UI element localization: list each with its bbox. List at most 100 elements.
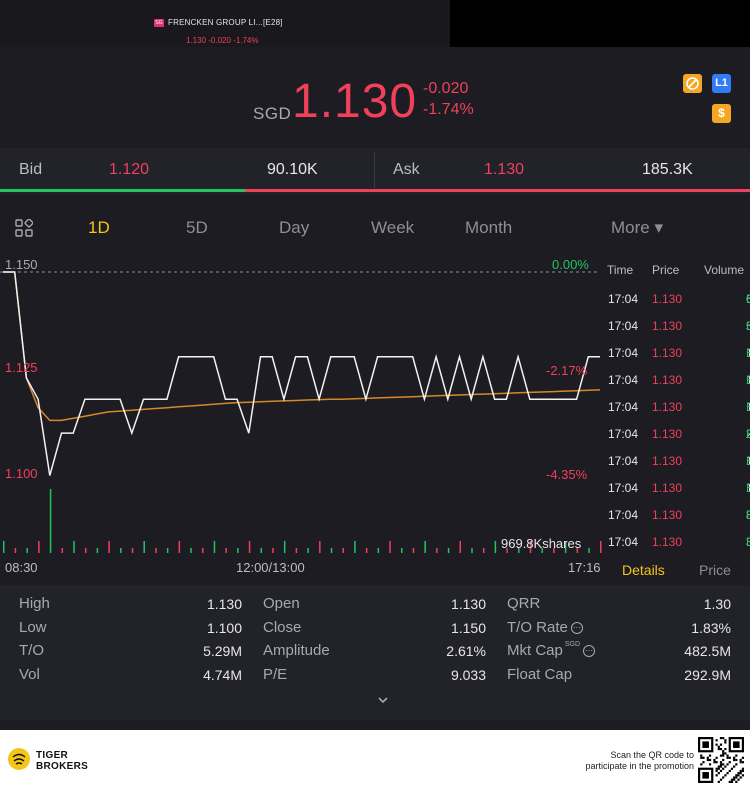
pct-tick-mid: -2.17%	[546, 363, 588, 378]
price-line	[3, 271, 600, 476]
volume-bar	[295, 548, 298, 553]
promo-footer	[0, 730, 750, 790]
tab-month[interactable]: Month	[465, 218, 513, 237]
qr-code-icon[interactable]	[698, 737, 744, 783]
volume-bar	[482, 548, 485, 553]
volume-bar	[260, 548, 263, 553]
tab-day[interactable]: Day	[279, 218, 310, 237]
volume-bar	[237, 548, 239, 553]
tab-more[interactable]: More ▾	[611, 218, 663, 237]
volume-bar	[178, 541, 181, 553]
tick-time: 17:04	[608, 400, 639, 414]
tick-time: 17:04	[608, 454, 639, 468]
tab-week[interactable]: Week	[371, 218, 415, 237]
tab-5d[interactable]: 5D	[186, 218, 208, 237]
detail-label: P/E	[263, 665, 288, 683]
y-tick-mid: 1.125	[5, 360, 38, 375]
mini-price-line: 1.130 -0.020 -1.74%	[186, 36, 259, 45]
y-tick-bot: 1.100	[5, 466, 38, 481]
detail-value: 292.9M	[684, 666, 731, 683]
detail-label: Amplitude	[263, 642, 330, 659]
volume-bar	[576, 548, 579, 553]
volume-bar	[588, 548, 590, 553]
volume-bar	[307, 548, 309, 553]
tick-time: 17:04	[608, 535, 639, 549]
tick-time: 17:04	[608, 481, 639, 495]
tick-row: 17:041.13010.00KB	[608, 346, 750, 360]
detail-value: 4.74M	[203, 666, 242, 683]
mini-stock-name[interactable]: FRENCKEN GROUP LI...[E28]	[168, 18, 283, 27]
detail-value: 1.100	[206, 619, 242, 636]
detail-label: High	[19, 595, 50, 612]
detail-label: Close	[263, 618, 302, 636]
volume-bar	[365, 548, 368, 553]
bid-volume: 90.10K	[267, 161, 318, 178]
volume-bar	[14, 548, 17, 553]
volume-bar	[553, 548, 555, 553]
tick-row: 17:041.1301000B	[608, 454, 750, 468]
status-bar-black	[450, 0, 750, 47]
detail-value: 1.130	[450, 596, 486, 612]
tick-time: 17:04	[608, 319, 639, 333]
volume-bar	[564, 541, 567, 553]
volume-bar	[166, 548, 169, 553]
tick-price: 1.130	[652, 427, 683, 441]
ask-label: Ask	[393, 161, 420, 178]
tick-time: 17:04	[608, 346, 639, 360]
volume-bar	[436, 548, 438, 553]
bid-price: 1.120	[109, 161, 150, 178]
tick-row: 17:041.130300B	[608, 535, 750, 549]
detail-value: 1.83%	[691, 619, 731, 636]
tick-price: 1.130	[652, 508, 683, 522]
tick-price: 1.130	[652, 481, 683, 495]
volume-bar	[131, 548, 134, 553]
tick-time: 17:04	[608, 292, 639, 306]
volume-bar	[248, 541, 251, 553]
dollar-icon[interactable]: $	[712, 104, 731, 123]
chevron-down-icon[interactable]	[377, 694, 389, 706]
volume-bar	[49, 489, 52, 553]
bid-ask-divider	[374, 152, 375, 188]
detail-value: 2.61%	[446, 643, 486, 659]
volume-bar	[518, 548, 520, 553]
volume-bar	[38, 541, 40, 553]
volume-bar	[600, 541, 602, 553]
x-tick-mid: 12:00/13:00	[236, 560, 305, 575]
detail-label: T/O	[19, 642, 44, 659]
x-tick-start: 08:30	[5, 560, 38, 575]
volume-bar	[319, 541, 321, 553]
detail-label: Low	[19, 618, 47, 636]
layout-grid-icon[interactable]	[15, 218, 34, 237]
volume-bar	[459, 541, 462, 553]
brand-line-1: TIGER	[36, 750, 69, 761]
tab-1d[interactable]: 1D	[88, 218, 110, 237]
avg-price-line	[3, 271, 601, 422]
brand-line-2: BROKERS	[36, 761, 89, 772]
volume-bar	[61, 548, 64, 553]
detail-value: 1.30	[703, 596, 731, 612]
info-icon[interactable]: ⋯	[570, 621, 583, 634]
quote-header	[0, 48, 750, 146]
tick-row: 17:041.13010.00KB	[608, 400, 750, 414]
period-tabs	[0, 204, 750, 252]
level1-icon[interactable]: L1	[712, 74, 731, 93]
volume-bar	[73, 541, 75, 553]
tick-price: 1.130	[652, 400, 683, 414]
volume-bar	[529, 541, 532, 553]
tick-time: 17:04	[608, 508, 639, 522]
qr-text-1: Scan the QR code to	[610, 750, 694, 760]
y-tick-top: 1.150	[5, 257, 38, 272]
tab-details[interactable]: Details	[622, 562, 665, 578]
volume-bars	[3, 489, 602, 553]
bid-strength-bar	[0, 189, 246, 192]
volume-bar	[494, 541, 497, 553]
info-icon[interactable]: ⋯	[583, 645, 596, 658]
tab-price[interactable]: Price	[699, 562, 731, 578]
no-short-icon[interactable]	[683, 74, 702, 93]
intraday-chart[interactable]	[0, 256, 605, 556]
volume-bar	[283, 541, 286, 553]
last-price: 1.130	[292, 75, 418, 128]
